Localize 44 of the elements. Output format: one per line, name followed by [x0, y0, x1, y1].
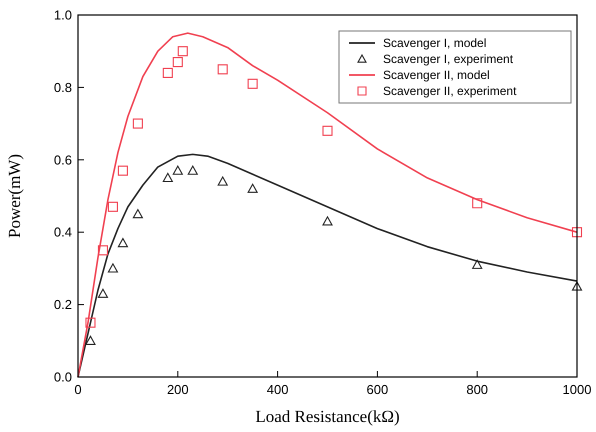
point	[472, 260, 482, 269]
y-tick-label: 0.8	[54, 80, 72, 95]
point	[322, 126, 333, 136]
y-tick-label: 0.4	[54, 224, 72, 240]
x-tick-label: 400	[266, 382, 288, 397]
point	[572, 227, 582, 238]
point	[98, 245, 108, 256]
y-tick-label: 0.0	[54, 370, 72, 384]
legend-label: Scavenger II, experiment	[383, 84, 518, 98]
point	[118, 166, 128, 176]
point	[248, 78, 258, 89]
x-tick-label: 0	[74, 382, 82, 397]
point	[172, 166, 183, 175]
point	[98, 288, 108, 298]
point	[108, 202, 118, 212]
point	[172, 57, 183, 68]
y-tick-label: 0.6	[54, 152, 72, 168]
x-tick-label: 200	[166, 382, 189, 397]
point	[85, 336, 96, 345]
point	[188, 166, 198, 175]
legend-label: Scavenger I, experiment	[383, 52, 514, 66]
point	[132, 118, 143, 129]
legend-label: Scavenger II, model	[383, 68, 490, 82]
point	[132, 209, 143, 218]
point	[218, 64, 228, 74]
x-tick-label: 1000	[562, 382, 592, 397]
point	[85, 318, 96, 328]
point	[162, 172, 173, 182]
point	[472, 198, 482, 208]
point	[118, 238, 128, 248]
point	[322, 216, 333, 226]
y-tick-label: 0.2	[54, 297, 72, 312]
x-tick-label: 600	[366, 382, 388, 397]
point	[108, 263, 118, 273]
point	[162, 68, 173, 78]
legend-label: Scavenger I, model	[383, 36, 486, 50]
point	[572, 281, 582, 291]
point	[218, 176, 228, 186]
x-axis-title: Load Resistance(kΩ)	[255, 407, 400, 426]
point	[178, 46, 188, 56]
point	[248, 184, 258, 193]
y-tick-label: 1.0	[54, 8, 72, 22]
x-tick-label: 800	[466, 382, 488, 397]
y-axis-title: Power(mW)	[5, 154, 24, 238]
